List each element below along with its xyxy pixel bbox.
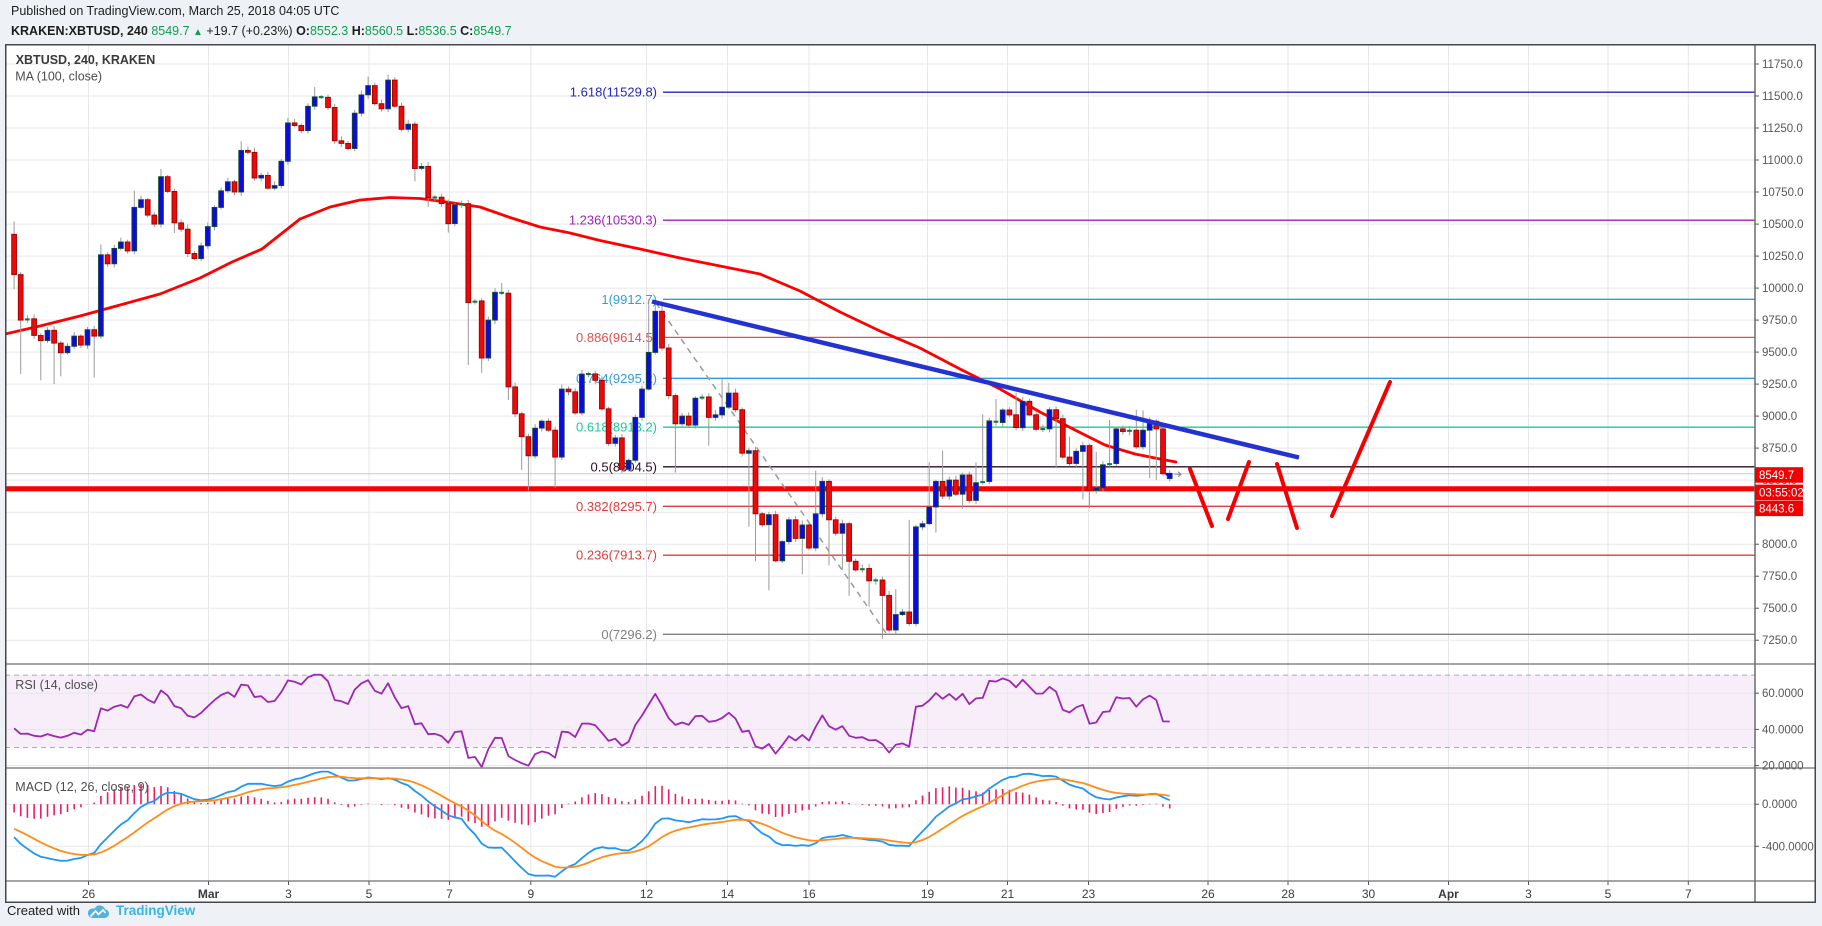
svg-text:MA (100, close): MA (100, close) [15, 70, 102, 84]
svg-text:1(9912.7): 1(9912.7) [601, 292, 657, 307]
svg-text:19: 19 [921, 887, 935, 901]
svg-text:XBTUSD, 240, KRAKEN: XBTUSD, 240, KRAKEN [16, 53, 156, 67]
svg-text:7500.0: 7500.0 [1762, 603, 1797, 615]
svg-text:20.0000: 20.0000 [1762, 761, 1804, 773]
svg-text:11500.0: 11500.0 [1762, 91, 1803, 103]
svg-text:Mar: Mar [198, 887, 220, 901]
svg-text:23: 23 [1082, 887, 1096, 901]
svg-text:12: 12 [640, 887, 654, 901]
svg-text:MACD (12, 26, close, 9): MACD (12, 26, close, 9) [15, 780, 148, 794]
svg-text:8443.6: 8443.6 [1759, 503, 1794, 515]
svg-text:28: 28 [1281, 887, 1295, 901]
svg-text:10000.0: 10000.0 [1762, 283, 1804, 295]
svg-text:10750.0: 10750.0 [1762, 187, 1804, 199]
svg-text:8750.0: 8750.0 [1762, 443, 1797, 455]
svg-text:9000.0: 9000.0 [1762, 411, 1797, 423]
svg-text:0.618(8913.2): 0.618(8913.2) [576, 420, 657, 435]
svg-text:0.236(7913.7): 0.236(7913.7) [576, 548, 657, 563]
svg-text:9750.0: 9750.0 [1762, 315, 1797, 327]
svg-text:0.0000: 0.0000 [1762, 799, 1797, 811]
svg-text:0.886(9614.5): 0.886(9614.5) [576, 330, 657, 345]
svg-text:3: 3 [285, 887, 292, 901]
svg-text:26: 26 [1201, 887, 1215, 901]
svg-text:1.618(11529.8): 1.618(11529.8) [570, 85, 657, 100]
svg-text:3: 3 [1525, 887, 1532, 901]
svg-text:60.0000: 60.0000 [1762, 688, 1804, 700]
svg-text:5: 5 [366, 887, 373, 901]
svg-text:7250.0: 7250.0 [1762, 635, 1797, 647]
svg-text:14: 14 [721, 887, 735, 901]
svg-text:9: 9 [527, 887, 534, 901]
svg-text:10250.0: 10250.0 [1762, 251, 1804, 263]
svg-text:7: 7 [1685, 887, 1692, 901]
svg-text:40.0000: 40.0000 [1762, 724, 1804, 736]
svg-text:11750.0: 11750.0 [1762, 59, 1803, 71]
svg-text:Apr: Apr [1438, 887, 1459, 901]
svg-text:10500.0: 10500.0 [1762, 219, 1804, 231]
svg-text:11000.0: 11000.0 [1762, 155, 1803, 167]
svg-text:30: 30 [1362, 887, 1376, 901]
svg-text:7750.0: 7750.0 [1762, 571, 1797, 583]
svg-text:16: 16 [802, 887, 816, 901]
svg-text:8000.0: 8000.0 [1762, 539, 1797, 551]
svg-text:0.382(8295.7): 0.382(8295.7) [576, 499, 657, 514]
svg-text:RSI (14, close): RSI (14, close) [15, 678, 98, 692]
svg-text:26: 26 [82, 887, 96, 901]
svg-text:7: 7 [446, 887, 453, 901]
svg-text:21: 21 [1001, 887, 1015, 901]
svg-text:-400.0000: -400.0000 [1762, 841, 1814, 853]
svg-text:5: 5 [1605, 887, 1612, 901]
svg-text:0(7296.2): 0(7296.2) [601, 627, 657, 642]
svg-text:03:55:02: 03:55:02 [1759, 487, 1804, 499]
svg-text:11250.0: 11250.0 [1762, 123, 1803, 135]
svg-text:1.236(10530.3): 1.236(10530.3) [569, 213, 657, 228]
svg-text:9250.0: 9250.0 [1762, 379, 1797, 391]
svg-text:8549.7: 8549.7 [1759, 470, 1794, 482]
svg-text:9500.0: 9500.0 [1762, 347, 1797, 359]
